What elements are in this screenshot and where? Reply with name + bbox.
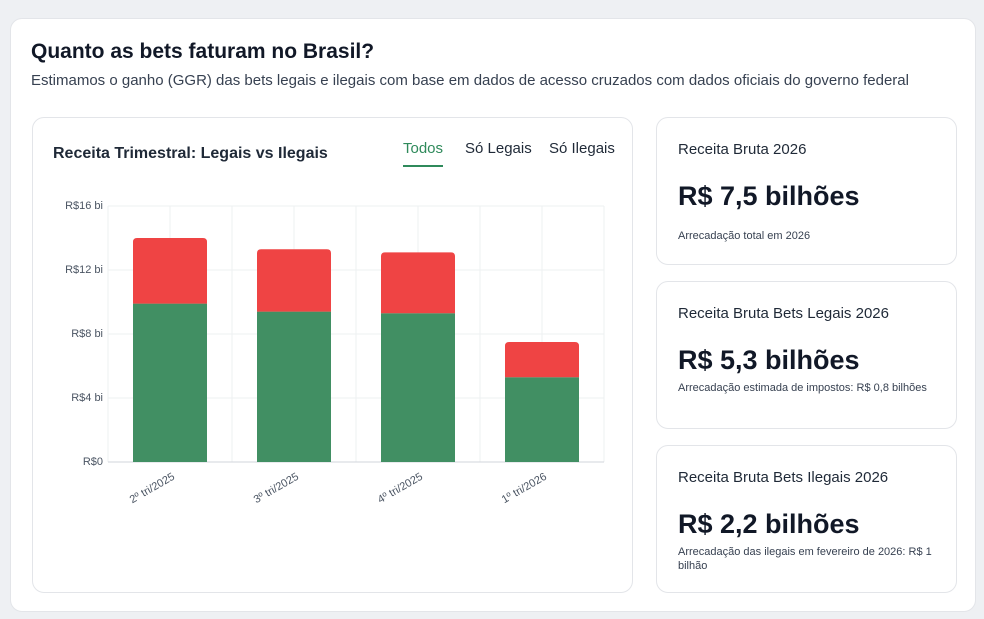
card-title: Receita Bruta Bets Ilegais 2026: [678, 469, 889, 486]
chart-card: [32, 117, 633, 593]
card-note: Arrecadação total em 2026: [678, 230, 811, 242]
card-title: Receita Bruta Bets Legais 2026: [678, 305, 889, 322]
stat-card: Receita Bruta Bets Legais 2026 R$ 5,3 bi…: [656, 281, 957, 429]
card-note: Arrecadação das ilegais em fevereiro de …: [678, 546, 932, 572]
tab[interactable]: Só Ilegais: [549, 140, 615, 157]
tab[interactable]: Só Legais: [465, 140, 532, 157]
page-title: Quanto as bets faturam no Brasil?: [31, 40, 375, 63]
tab[interactable]: Todos: [403, 140, 444, 167]
card-value: R$ 2,2 bilhões: [678, 509, 860, 539]
card-value: R$ 5,3 bilhões: [678, 345, 860, 375]
card-value: R$ 7,5 bilhões: [678, 181, 860, 211]
card-title: Receita Bruta 2026: [678, 141, 807, 158]
stat-card: Receita Bruta Bets Ilegais 2026 R$ 2,2 b…: [656, 445, 957, 593]
stat-card: Receita Bruta 2026 R$ 7,5 bilhões Arreca…: [656, 117, 957, 265]
card-note: Arrecadação estimada de impostos: R$ 0,8…: [678, 382, 927, 394]
page-subtitle: Estimamos o ganho (GGR) das bets legais …: [31, 72, 909, 89]
chart-title: Receita Trimestral: Legais vs Ilegais: [53, 145, 328, 162]
